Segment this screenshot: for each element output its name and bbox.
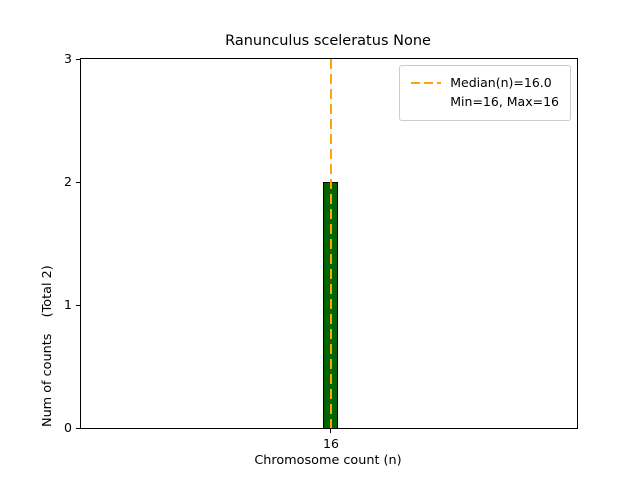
y-tick-label: 2 <box>64 174 72 190</box>
legend-median-label: Median(n)=16.0 <box>450 75 552 90</box>
y-tick-label: 0 <box>64 420 72 436</box>
plot-area: Median(n)=16.0 Min=16, Max=16 16 0 1 2 3 <box>64 52 578 451</box>
legend: Median(n)=16.0 Min=16, Max=16 <box>399 65 571 121</box>
legend-minmax-label: Min=16, Max=16 <box>450 93 559 109</box>
y-axis-label: Num of counts (Total 2) <box>40 265 55 427</box>
x-axis-label: Chromosome count (n) <box>254 453 402 468</box>
x-tick-mark <box>330 429 332 433</box>
y-tick-mark <box>76 304 80 306</box>
legend-row-median: Median(n)=16.0 <box>411 74 559 93</box>
median-legend-line-icon <box>411 82 442 85</box>
median-line <box>329 59 332 428</box>
legend-row-minmax: Min=16, Max=16 <box>450 93 559 112</box>
chart-title: Ranunculus sceleratus None <box>225 33 431 49</box>
y-tick-mark <box>76 181 80 183</box>
x-tick-label: 16 <box>323 436 339 451</box>
y-tick-label: 1 <box>64 297 72 313</box>
y-tick-mark <box>76 58 80 60</box>
y-tick-mark <box>76 427 80 429</box>
y-tick-label: 3 <box>64 51 72 67</box>
